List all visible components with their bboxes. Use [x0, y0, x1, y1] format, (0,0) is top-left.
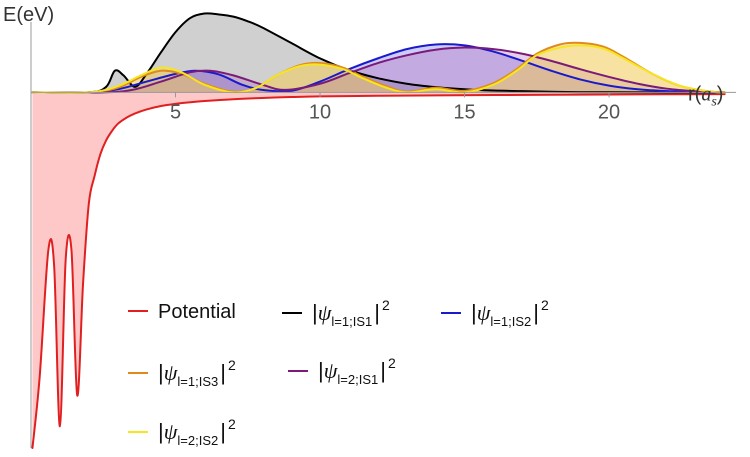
series-fill-psi-l1-is2	[32, 44, 725, 93]
legend-item-psi-l1-is3: |ψl=1;IS3| 2	[128, 357, 236, 389]
legend-item-potential: Potential	[128, 301, 236, 323]
series-fill-psi-l2-is2	[32, 45, 725, 93]
series-line-potential	[31, 93, 726, 449]
legend-label: Potential	[158, 301, 236, 323]
x-tick-label: 10	[309, 101, 331, 123]
legend-label: |ψl=1;IS1| 2	[312, 297, 390, 329]
legend-item-psi-l1-is1: |ψl=1;IS1| 2	[282, 297, 390, 329]
series-fill-psi-l2-is1	[32, 47, 725, 93]
series-fill-psi-l1-is1	[32, 13, 725, 93]
legend-label: |ψl=1;IS2| 2	[471, 297, 549, 329]
fills-layer	[32, 13, 725, 449]
x-tick-label: 15	[453, 101, 475, 123]
legend-item-psi-l1-is2: |ψl=1;IS2| 2	[441, 297, 549, 329]
x-axis-title: r(as)	[688, 83, 723, 109]
legend-item-psi-l2-is1: |ψl=2;IS1| 2	[288, 355, 396, 387]
x-tick-label: 20	[598, 101, 620, 123]
series-line-psi-l2-is2	[31, 44, 726, 94]
series-line-psi-l1-is2	[31, 43, 726, 94]
series-line-psi-l1-is3	[31, 41, 726, 94]
x-tick-label: 5	[170, 101, 181, 123]
legend: Potential |ψl=1;IS1| 2 |ψl=1;IS2| 2 |ψl=1;IS3…	[128, 297, 549, 448]
legend-label: |ψl=1;IS3| 2	[158, 357, 236, 389]
series-fill-psi-l1-is3	[32, 42, 725, 93]
legend-item-psi-l2-is2: |ψl=2;IS2| 2	[128, 416, 236, 448]
legend-label: |ψl=2;IS1| 2	[318, 355, 396, 387]
y-axis-title: E(eV)	[3, 4, 54, 26]
axes-layer: 5 10 15 20 E(eV) r(as)	[3, 4, 736, 448]
legend-label: |ψl=2;IS2| 2	[158, 416, 236, 448]
lines-layer	[31, 12, 726, 449]
series-fill-potential	[32, 92, 725, 449]
